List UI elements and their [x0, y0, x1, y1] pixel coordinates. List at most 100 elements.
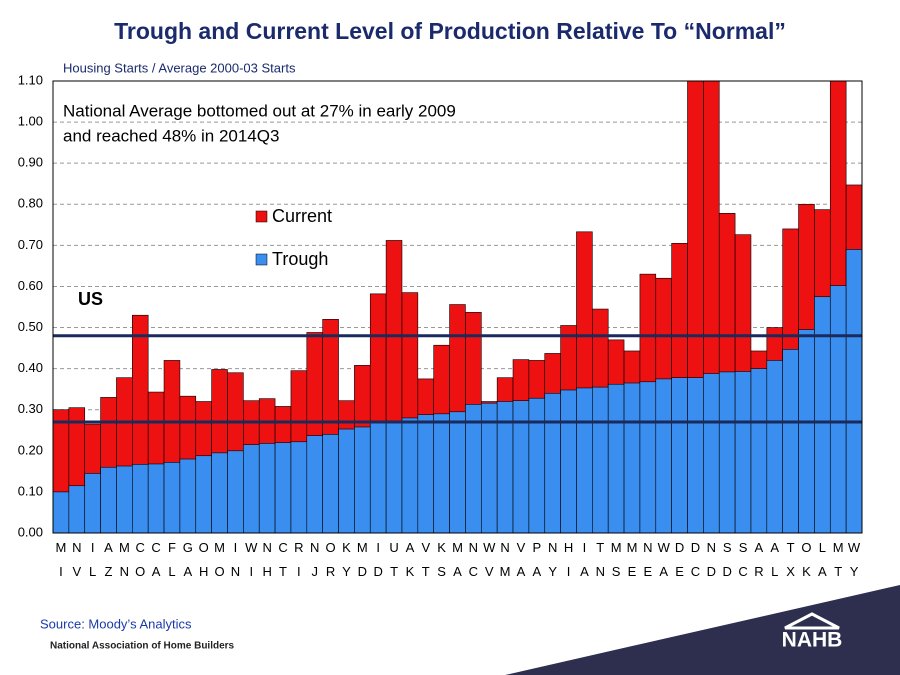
bar — [385, 421, 403, 534]
y-tick-label: 0.40 — [18, 360, 43, 375]
logo-roof — [784, 612, 840, 630]
y-tick-label: 0.30 — [18, 401, 43, 416]
y-tick-label: 0.10 — [18, 483, 43, 498]
bar — [211, 452, 228, 534]
y-tick-label: 0.80 — [18, 196, 43, 211]
y-tick-label: 0.50 — [18, 319, 43, 334]
legend-label: Current — [272, 206, 332, 226]
bar — [132, 464, 149, 534]
bar — [607, 383, 625, 534]
bar — [528, 397, 546, 534]
bar — [369, 422, 387, 534]
organization: National Association of Home Builders — [50, 641, 235, 652]
bar — [433, 413, 450, 534]
reference-label: US — [78, 289, 103, 309]
bar — [560, 389, 577, 534]
bar — [544, 392, 561, 534]
bar — [639, 381, 657, 534]
legend-label: Trough — [272, 249, 328, 269]
y-tick-label: 0.60 — [18, 278, 43, 293]
bar — [750, 368, 768, 534]
annotation: and reached 48% in 2014Q3 — [63, 126, 279, 145]
bar — [576, 387, 593, 534]
bar — [845, 249, 863, 534]
y-tick-label: 1.10 — [18, 72, 43, 87]
bar — [814, 296, 831, 534]
bar — [52, 491, 70, 534]
bar — [258, 443, 276, 534]
bar — [243, 444, 260, 534]
source: Source: Moody’s Analytics — [40, 616, 192, 631]
bar — [306, 435, 323, 534]
y-tick-label: 1.00 — [18, 114, 43, 129]
bar — [465, 404, 482, 534]
chart-subtitle: Housing Starts / Average 2000-03 Starts — [63, 60, 296, 75]
y-tick-label: 0.00 — [18, 524, 43, 539]
legend-swatch — [255, 253, 268, 266]
bar — [417, 414, 435, 534]
bar — [829, 285, 847, 534]
y-tick-label: 0.20 — [18, 442, 43, 457]
annotation: National Average bottomed out at 27% in … — [63, 101, 456, 120]
bar — [512, 400, 530, 534]
bar — [147, 463, 165, 534]
bar — [687, 377, 704, 534]
corner-shape — [505, 585, 900, 675]
bar — [671, 377, 688, 534]
bar — [179, 458, 197, 534]
bar — [274, 442, 292, 534]
bar — [655, 378, 672, 534]
bar — [322, 434, 339, 534]
y-tick-label: 0.70 — [18, 237, 43, 252]
legend-swatch — [255, 210, 268, 223]
bar — [84, 473, 101, 534]
bar — [798, 329, 815, 534]
bar — [703, 373, 720, 534]
chart-title: Trough and Current Level of Production R… — [114, 18, 786, 44]
bar — [338, 428, 355, 534]
bar — [718, 371, 736, 534]
bar — [68, 485, 86, 534]
bar — [782, 349, 799, 534]
bar — [100, 466, 117, 534]
bar — [766, 360, 783, 534]
bar — [354, 426, 371, 534]
bar — [734, 371, 752, 534]
bar — [401, 417, 419, 534]
